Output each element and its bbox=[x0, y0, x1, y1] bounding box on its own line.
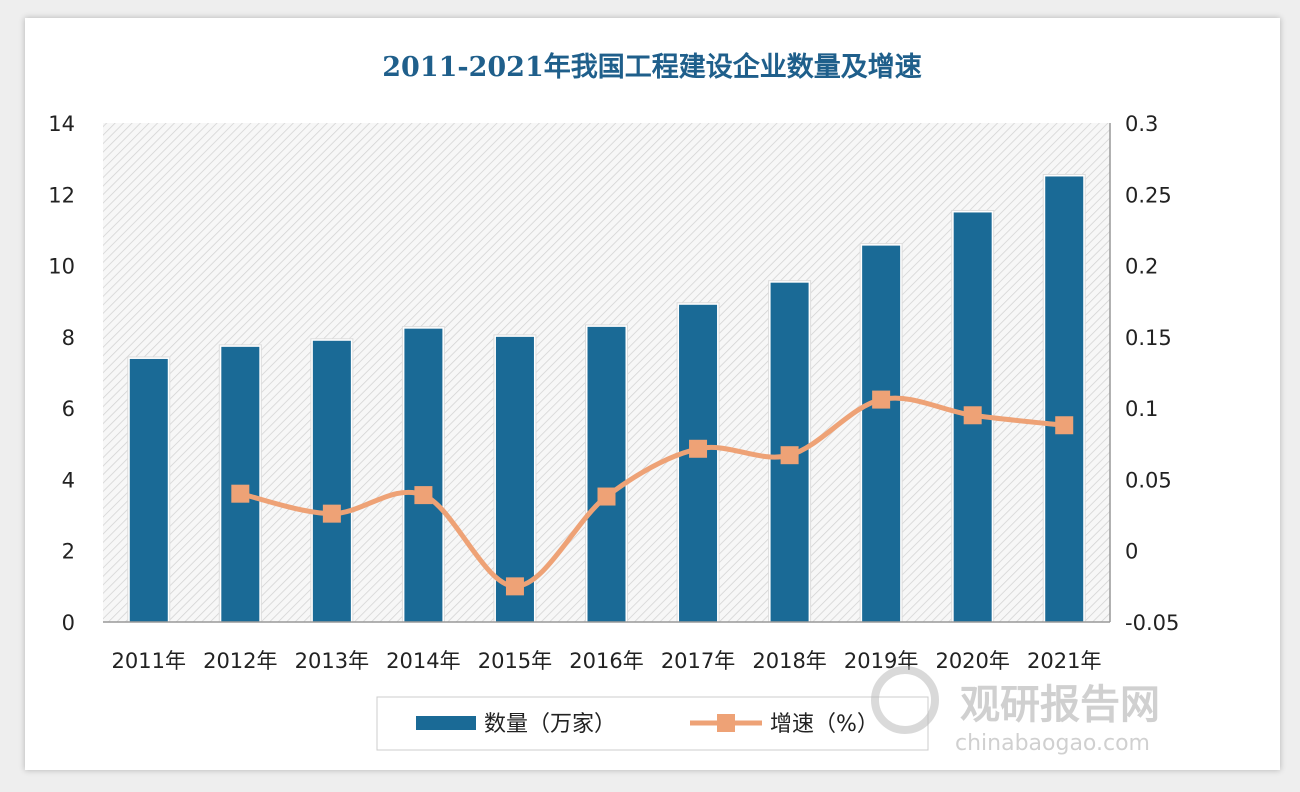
x-tick-label: 2018年 bbox=[752, 649, 826, 673]
y-left-tick-label: 6 bbox=[62, 397, 75, 421]
bar bbox=[862, 245, 901, 622]
bar bbox=[587, 326, 626, 622]
y-left-tick-label: 8 bbox=[62, 326, 75, 350]
y-right-tick-label: 0 bbox=[1125, 540, 1138, 564]
bar bbox=[312, 340, 351, 622]
x-tick-label: 2013年 bbox=[295, 649, 369, 673]
growth-marker bbox=[505, 577, 524, 596]
legend-bar-swatch bbox=[416, 716, 476, 730]
growth-line bbox=[239, 395, 1065, 589]
y-right-tick-label: 0.25 bbox=[1125, 183, 1172, 207]
bar bbox=[495, 336, 534, 622]
growth-marker bbox=[231, 484, 250, 503]
x-tick-label: 2011年 bbox=[112, 649, 186, 673]
y-left-tick-label: 0 bbox=[62, 611, 75, 635]
y-right-tick-label: 0.15 bbox=[1125, 326, 1172, 350]
x-tick-label: 2017年 bbox=[661, 649, 735, 673]
y-left-tick-label: 2 bbox=[62, 540, 75, 564]
y-right-tick-label: 0.3 bbox=[1125, 112, 1158, 136]
y-right-tick-label: 0.1 bbox=[1125, 397, 1158, 421]
bar bbox=[404, 328, 443, 622]
x-tick-label: 2020年 bbox=[935, 649, 1009, 673]
growth-marker bbox=[963, 406, 982, 425]
y-left-tick-label: 14 bbox=[48, 112, 75, 136]
growth-marker bbox=[780, 446, 799, 465]
watermark-site: chinabaogao.com bbox=[955, 731, 1150, 756]
growth-marker bbox=[322, 504, 341, 523]
growth-marker bbox=[872, 390, 891, 409]
bar bbox=[129, 358, 168, 622]
growth-marker bbox=[597, 487, 616, 506]
bar bbox=[221, 346, 260, 622]
bar bbox=[1045, 176, 1084, 622]
legend-line-label: 增速（%） bbox=[770, 712, 879, 737]
y-left-tick-label: 4 bbox=[62, 468, 75, 492]
y-left-tick-label: 12 bbox=[48, 183, 75, 207]
legend-bar-label: 数量（万家） bbox=[484, 712, 616, 737]
chart-title: 2011-2021年我国工程建设企业数量及增速 bbox=[382, 51, 922, 83]
watermark-logo-icon bbox=[871, 666, 939, 734]
x-tick-label: 2015年 bbox=[478, 649, 552, 673]
growth-marker bbox=[1055, 416, 1074, 435]
y-left-tick-label: 10 bbox=[48, 255, 75, 279]
x-tick-label: 2014年 bbox=[386, 649, 460, 673]
growth-marker bbox=[689, 439, 708, 458]
y-right-tick-label: 0.05 bbox=[1125, 468, 1172, 492]
x-tick-label: 2016年 bbox=[569, 649, 643, 673]
x-tick-label: 2012年 bbox=[203, 649, 277, 673]
y-right-tick-label: 0.2 bbox=[1125, 255, 1158, 279]
watermark-brand: 观研报告网 bbox=[960, 682, 1160, 728]
legend-line-marker bbox=[717, 714, 735, 732]
x-tick-label: 2021年 bbox=[1027, 649, 1101, 673]
watermark: 观研报告网 chinabaogao.com bbox=[871, 666, 1160, 756]
y-right-tick-label: -0.05 bbox=[1125, 611, 1179, 635]
bar bbox=[679, 304, 718, 622]
growth-marker bbox=[414, 486, 433, 505]
